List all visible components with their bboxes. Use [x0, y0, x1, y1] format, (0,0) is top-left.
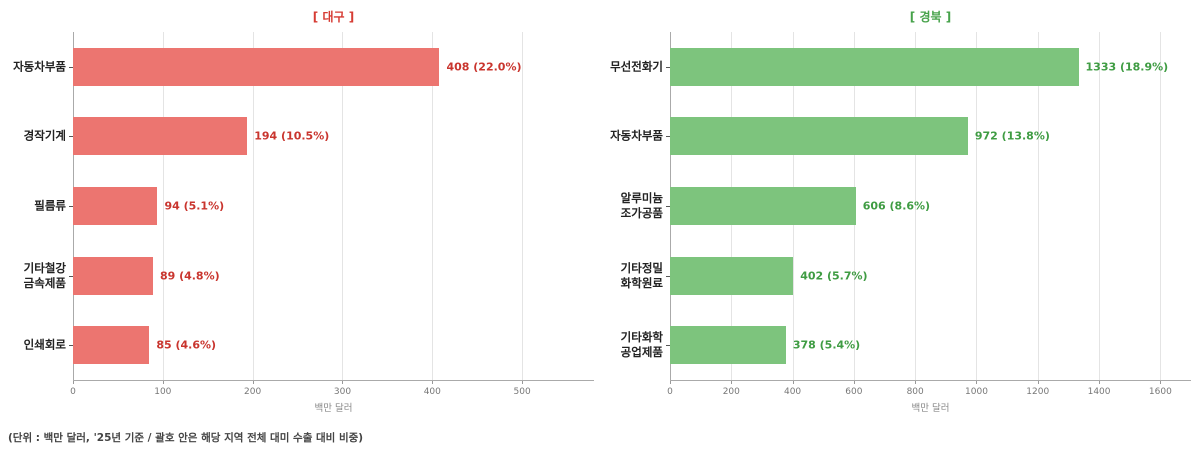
axis-line	[73, 380, 594, 381]
category-label: 필름류	[34, 198, 66, 213]
value-label: 1333 (18.9%)	[1085, 60, 1169, 74]
x-tick-label: 1400	[1087, 387, 1111, 397]
bar	[73, 47, 440, 86]
x-tick-label: 1200	[1026, 387, 1050, 397]
category-label: 인쇄회로	[23, 337, 66, 352]
tick-mark	[522, 380, 524, 384]
tick-mark	[342, 380, 344, 384]
category-tick	[69, 275, 73, 277]
category-label: 기타철강 금속제품	[23, 260, 66, 290]
tick-mark	[670, 380, 671, 384]
grid-line	[432, 32, 434, 380]
x-tick-label: 500	[513, 387, 531, 397]
category-tick	[666, 345, 670, 347]
bar	[73, 256, 153, 295]
x-tick-label: 600	[845, 387, 863, 397]
bar	[670, 117, 968, 156]
category-tick	[69, 345, 73, 347]
x-tick-label: 800	[906, 387, 924, 397]
grid-line	[915, 32, 917, 380]
category-label: 기타정밀 화학원료	[620, 260, 663, 290]
x-tick-label: 400	[423, 387, 441, 397]
x-tick-label: 200	[244, 387, 262, 397]
bar	[670, 47, 1079, 86]
value-label: 94 (5.1%)	[164, 199, 225, 213]
category-tick	[666, 66, 670, 68]
x-tick-label: 1000	[965, 387, 988, 397]
value-label: 378 (5.4%)	[792, 338, 861, 352]
category-label: 기타화학 공업제품	[620, 330, 663, 360]
category-tick	[666, 206, 670, 207]
grid-line	[976, 32, 978, 380]
bar	[670, 256, 794, 295]
bar	[670, 187, 856, 225]
category-label: 자동차부품	[610, 128, 663, 143]
tick-mark	[731, 380, 733, 384]
category-tick	[69, 136, 73, 138]
tick-mark	[976, 380, 978, 384]
tick-mark	[252, 380, 254, 384]
category-label: 무선전화기	[610, 59, 663, 74]
tick-mark	[1099, 380, 1101, 384]
bar	[73, 326, 150, 365]
x-tick-label: 0	[70, 387, 76, 397]
chart-title: [ 대구 ]	[312, 10, 355, 24]
category-label: 자동차부품	[13, 59, 66, 74]
bar	[73, 117, 248, 156]
tick-mark	[73, 380, 74, 384]
value-label: 408 (22.0%)	[446, 60, 522, 74]
tick-mark	[853, 380, 855, 384]
tick-mark	[792, 380, 794, 384]
x-tick-label: 300	[333, 387, 352, 397]
grid-line	[162, 32, 164, 380]
footnote: (단위 : 백만 달러, '25년 기준 / 괄호 안은 해당 지역 전체 대미…	[8, 432, 364, 444]
x-tick-label: 1600	[1148, 387, 1172, 397]
bar	[670, 326, 786, 365]
grid-line	[1099, 32, 1101, 380]
value-label: 972 (13.8%)	[974, 129, 1050, 143]
x-tick-label: 200	[722, 387, 740, 397]
x-axis-label: 백만 달러	[314, 403, 353, 414]
value-label: 89 (4.8%)	[159, 269, 220, 283]
tick-mark	[162, 380, 164, 384]
bar	[73, 187, 158, 225]
x-tick-label: 100	[154, 387, 172, 397]
tick-mark	[432, 380, 434, 384]
grid-line	[252, 32, 254, 380]
grid-line	[1160, 32, 1162, 380]
category-label: 알루미늄 조가공품	[620, 191, 663, 220]
grid-line	[342, 32, 344, 380]
chart-title: [ 경북 ]	[909, 10, 952, 24]
axis-line	[670, 380, 1191, 381]
value-label: 85 (4.6%)	[156, 338, 217, 352]
value-label: 194 (10.5%)	[254, 129, 330, 143]
value-label: 606 (8.6%)	[862, 199, 931, 213]
x-tick-label: 0	[667, 387, 673, 397]
x-tick-label: 400	[783, 387, 802, 397]
category-tick	[666, 136, 670, 138]
category-tick	[69, 206, 73, 207]
grid-line	[1037, 32, 1039, 380]
category-tick	[666, 275, 670, 277]
tick-mark	[1037, 380, 1039, 384]
category-tick	[69, 66, 73, 68]
tick-mark	[1160, 380, 1162, 384]
category-label: 경작기계	[23, 128, 66, 143]
grid-line	[522, 32, 524, 380]
value-label: 402 (5.7%)	[800, 269, 868, 283]
x-axis-label: 백만 달러	[911, 403, 950, 414]
tick-mark	[915, 380, 917, 384]
